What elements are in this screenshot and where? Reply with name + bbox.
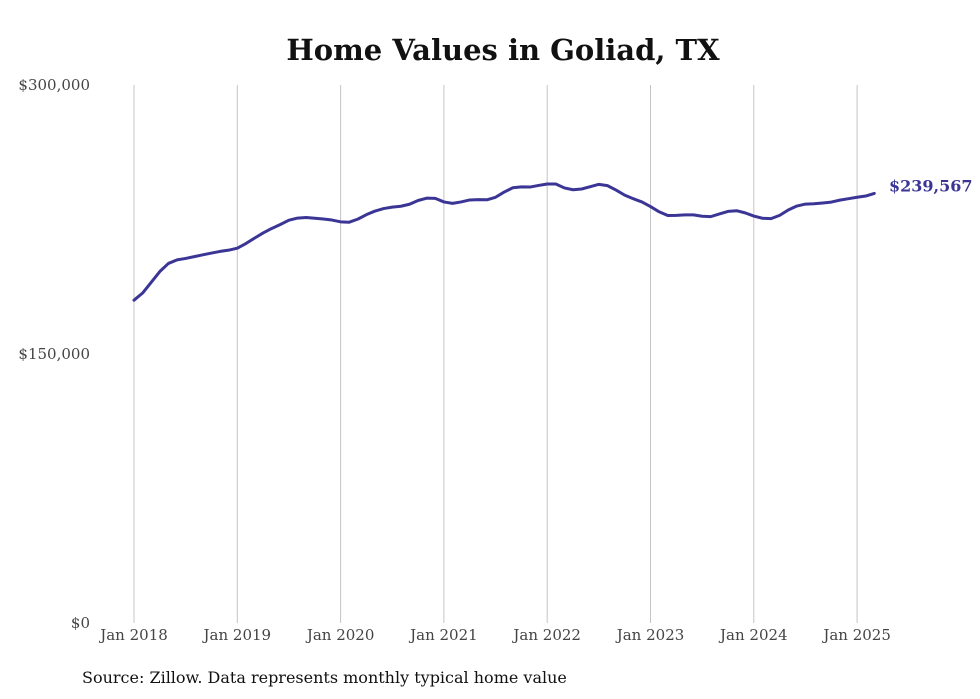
x-tick-label: Jan 2020 <box>305 626 375 644</box>
x-axis-tick-labels: Jan 2018 Jan 2019 Jan 2020 Jan 2021 Jan 2022… <box>98 626 891 644</box>
vertical-gridlines <box>133 85 858 623</box>
y-tick-label: $300,000 <box>18 76 90 94</box>
source-note: Source: Zillow. Data represents monthly … <box>82 668 567 687</box>
x-tick-label: Jan 2018 <box>98 626 168 644</box>
y-tick-label: $150,000 <box>18 345 90 363</box>
chart-title: Home Values in Goliad, TX <box>286 33 720 67</box>
y-tick-label: $0 <box>71 614 90 632</box>
y-axis-tick-labels: $0 $150,000 $300,000 <box>18 76 90 632</box>
last-value-label: $239,567 <box>889 176 973 195</box>
x-tick-label: Jan 2023 <box>615 626 685 644</box>
home-value-line <box>132 182 876 302</box>
x-tick-label: Jan 2022 <box>511 626 581 644</box>
x-tick-label: Jan 2025 <box>821 626 891 644</box>
x-tick-label: Jan 2024 <box>718 626 788 644</box>
x-tick-label: Jan 2019 <box>202 626 272 644</box>
x-tick-label: Jan 2021 <box>408 626 478 644</box>
